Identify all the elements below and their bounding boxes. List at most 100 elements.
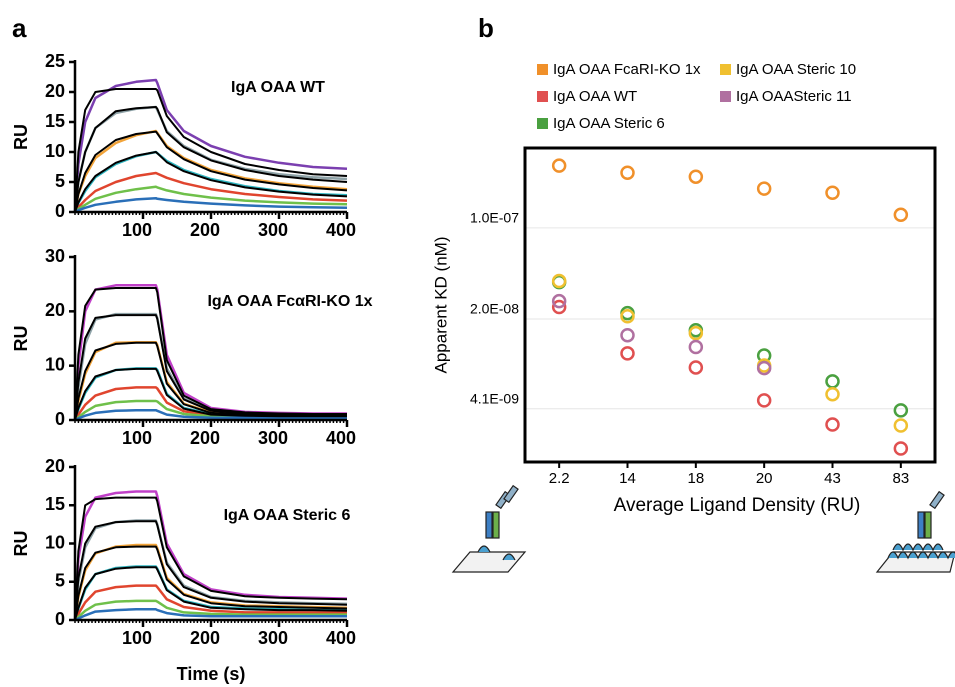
x-tick-label: 83 [892,470,909,487]
point [825,417,840,432]
x-axis-label: Time (s) [177,664,246,684]
y-tick-label: 2.0E-08 [470,301,519,317]
legend-label: IgA OAASteric 11 [736,88,852,105]
x-tick-label: 100 [122,428,152,448]
curve [74,545,348,621]
curve [73,490,348,621]
y-tick-label: 20 [45,300,65,320]
y-tick-label: 0 [55,201,65,221]
point [688,169,704,184]
y-tick-label: 10 [45,141,65,161]
x-tick-label: 400 [326,220,356,240]
chart-title: IgA OAA FcαRI-KO 1x [207,293,372,310]
curve [74,367,347,421]
curve [74,185,348,213]
legend-swatch [537,118,548,129]
legend-label: IgA OAA Steric 6 [553,115,665,132]
y-axis-label: RU [11,326,31,352]
curve [73,171,348,213]
x-tick-label: 300 [258,428,288,448]
point [620,328,635,343]
y-axis-label: RU [11,124,31,150]
point [551,293,567,309]
point [688,360,704,375]
point [893,418,909,433]
chart-title: IgA OAA Steric 6 [224,507,351,524]
point [825,185,840,200]
plot-frame [523,146,937,464]
legend-swatch [720,91,731,102]
x-tick-label: 300 [258,220,288,240]
y-tick-label: 15 [45,494,65,514]
curve [74,314,347,421]
legend-label: IgA OAA WT [553,88,637,105]
legend-swatch [720,64,731,75]
y-tick-label: 10 [45,532,65,552]
y-tick-label: 10 [45,354,65,374]
chart-title: IgA OAA WT [231,79,325,96]
point [551,273,567,289]
curve [73,584,347,621]
point [688,339,704,355]
curve [73,519,348,621]
x-tick-label: 200 [190,428,220,448]
curve [74,130,348,213]
curve [74,599,347,621]
point [893,403,909,418]
x-tick-label: 200 [190,628,220,648]
point [688,325,704,341]
y-tick-label: 4.1E-09 [470,390,519,406]
point [620,165,635,180]
curve [74,566,348,621]
point [893,441,909,456]
y-tick-label: 1.0E-07 [470,210,519,226]
curve [74,496,348,621]
y-axis-label: RU [11,531,31,557]
x-tick-label: 400 [326,428,356,448]
point [756,360,772,376]
y-tick-label: 20 [45,456,65,476]
x-tick-label: 2.2 [549,470,570,487]
curve [74,151,348,213]
point [756,181,772,196]
y-tick-label: 5 [55,171,65,191]
legend-label: IgA OAA Steric 10 [736,61,856,78]
curve [74,408,347,422]
x-tick-label: 400 [326,628,356,648]
y-tick-label: 30 [45,246,65,266]
curve [74,88,348,213]
panel-label: b [478,13,494,43]
x-tick-label: 100 [122,220,152,240]
y-tick-label: 15 [45,111,65,131]
point [620,308,635,324]
point [551,158,567,173]
x-tick-label: 20 [756,470,773,487]
point [620,346,635,361]
y-tick-label: 20 [45,81,65,101]
curve [73,78,348,213]
curve [74,341,347,421]
icon-high-density [875,490,955,573]
icon-low-density [451,484,527,573]
point [893,207,909,223]
x-axis-label: Average Ligand Density (RU) [614,495,861,516]
x-tick-label: 14 [619,470,636,487]
legend-swatch [537,64,548,75]
x-tick-label: 18 [687,470,704,487]
curve [73,312,347,421]
point [756,393,772,408]
y-tick-label: 5 [55,571,65,591]
x-tick-label: 300 [258,628,288,648]
y-tick-label: 0 [55,609,65,629]
x-tick-label: 43 [824,470,841,487]
point [825,386,840,402]
curve [74,287,347,421]
y-axis-label: Apparent KD (nM) [431,237,450,374]
x-tick-label: 100 [122,628,152,648]
y-tick-label: 0 [55,409,65,429]
curve [74,196,348,214]
point [825,374,840,389]
y-tick-label: 25 [45,51,65,71]
panel-label: a [12,13,27,43]
